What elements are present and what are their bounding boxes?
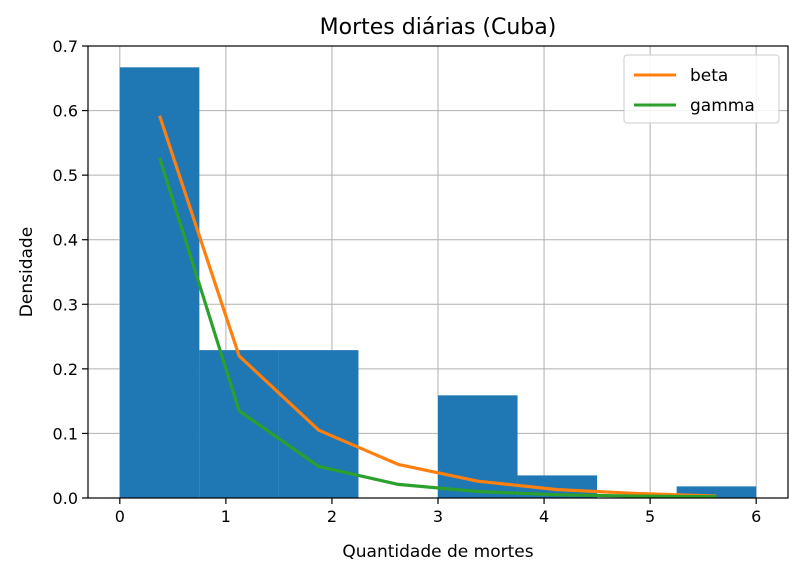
y-axis-ticks: 0.0 0.1 0.2 0.3 0.4 0.5 0.6 0.7: [53, 37, 88, 508]
y-tick-label: 0.7: [53, 37, 78, 56]
legend-beta-label: beta: [690, 66, 728, 86]
y-tick-label: 0.2: [53, 360, 78, 379]
x-tick-label: 1: [221, 507, 231, 526]
y-tick-label: 0.1: [53, 424, 78, 443]
legend: beta gamma: [623, 54, 780, 124]
chart-title: Mortes diárias (Cuba): [320, 15, 557, 40]
y-tick-label: 0.6: [53, 102, 78, 121]
histogram-bar: [278, 350, 359, 498]
fit-lines: [158, 115, 717, 499]
y-tick-label: 0.5: [53, 166, 78, 185]
histogram-bar: [676, 486, 757, 498]
y-tick-label: 0.0: [53, 489, 78, 508]
gamma-line: [158, 157, 717, 499]
x-tick-label: 0: [115, 507, 125, 526]
legend-gamma-label: gamma: [690, 96, 755, 116]
histogram-bars: [119, 67, 757, 499]
x-axis-ticks: 0 1 2 3 4 5 6: [115, 498, 761, 526]
y-tick-label: 0.3: [53, 295, 78, 314]
beta-line: [158, 115, 717, 498]
x-tick-label: 4: [539, 507, 549, 526]
x-tick-label: 3: [433, 507, 443, 526]
histogram-bar: [517, 475, 598, 498]
x-tick-label: 2: [327, 507, 337, 526]
histogram-bar: [199, 350, 279, 498]
x-tick-label: 6: [751, 507, 761, 526]
x-tick-label: 5: [645, 507, 655, 526]
histogram-bar: [119, 67, 200, 499]
y-tick-label: 0.4: [53, 231, 78, 250]
y-axis-label: Densidade: [17, 227, 37, 317]
x-axis-label: Quantidade de mortes: [342, 542, 533, 562]
